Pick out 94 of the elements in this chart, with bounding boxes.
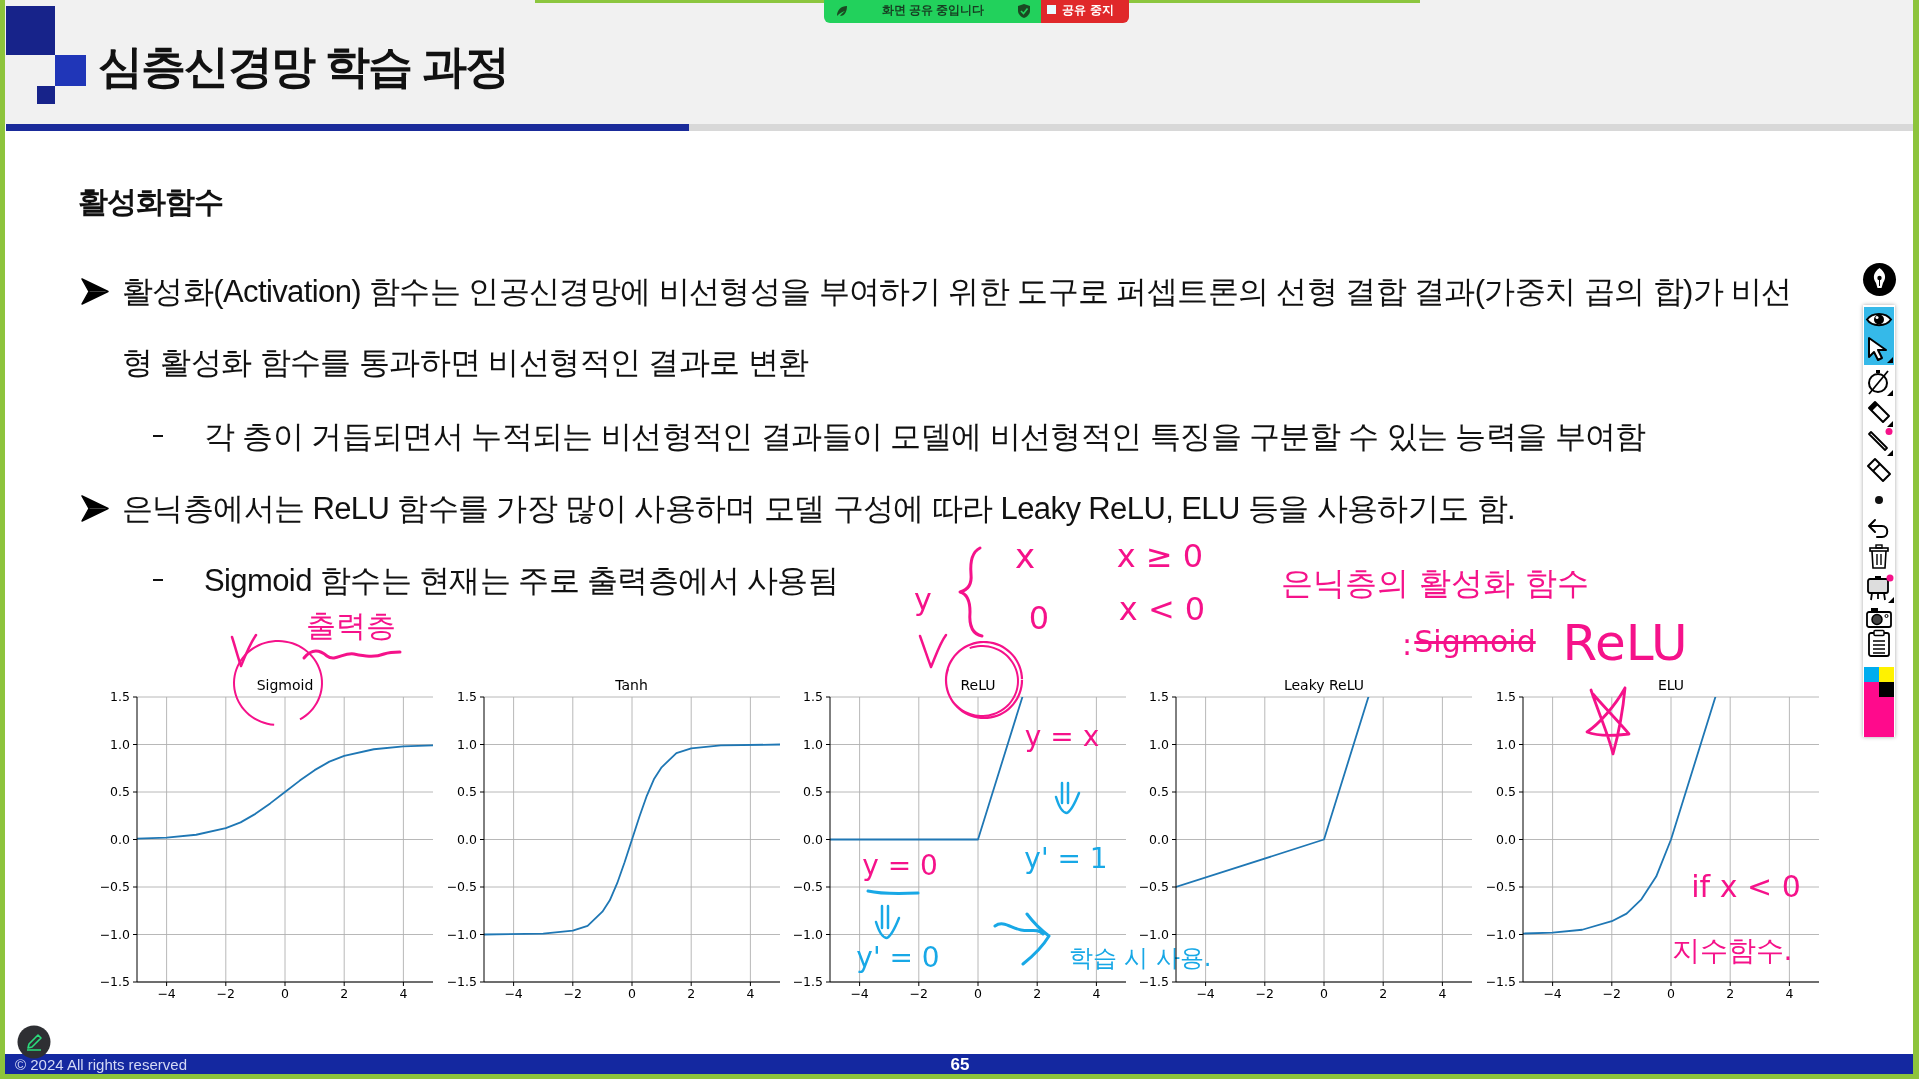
x-tick-label: −4: [157, 985, 176, 1001]
annotation: y' = 1: [1024, 842, 1108, 875]
text: 0: [1028, 599, 1050, 637]
y-tick-label: −1.5: [446, 974, 477, 990]
x-tick-label: 0: [627, 985, 636, 1001]
text: x < 0: [1118, 590, 1206, 628]
y-tick-label: −1.5: [1485, 974, 1516, 990]
y-tick-label: −1.0: [1138, 926, 1170, 942]
text: 공유 중지: [1062, 4, 1114, 17]
text: 출력층: [306, 608, 396, 643]
y-tick-label: 1.5: [1496, 689, 1516, 705]
chart-title: Tanh: [614, 676, 649, 694]
x-tick-label: 2: [340, 985, 349, 1001]
y-tick-label: 0.0: [110, 831, 131, 847]
annotation: y = x: [1024, 720, 1100, 753]
y-tick-label: 1.0: [456, 736, 477, 752]
x-tick-label: −2: [909, 985, 929, 1001]
text: 각 층이 거듭되면서 누적되는 비선형적인 결과들이 모델에 비선형적인 특징을 구분할 수 있는 능력을 부여함: [204, 418, 1647, 456]
y-tick-label: −0.5: [1138, 879, 1169, 895]
y-tick-label: −0.5: [446, 879, 477, 895]
x-tick-label: −2: [563, 985, 582, 1001]
text: y: [914, 582, 932, 617]
y-tick-label: 1.0: [803, 736, 824, 752]
x-tick-label: 4: [1438, 985, 1447, 1001]
text: x ≥ 0: [1116, 537, 1204, 575]
x-tick-label: 4: [1785, 985, 1794, 1001]
annotation: if x < 0: [1691, 869, 1801, 904]
chart-title: Leaky ReLU: [1282, 676, 1366, 694]
y-tick-label: −1.0: [99, 926, 131, 942]
y-tick-label: 1.5: [456, 689, 477, 705]
y-tick-label: 0.0: [1496, 831, 1517, 847]
text: 65: [950, 1054, 970, 1074]
y-tick-label: 1.0: [1149, 736, 1170, 752]
y-tick-label: 0.5: [1496, 784, 1516, 800]
text: 화면 공유 중입니다: [881, 4, 985, 17]
x-tick-label: 4: [1092, 985, 1101, 1001]
y-tick-label: 1.5: [1149, 689, 1169, 705]
text: 은닉층에서는 ReLU 함수를 가장 많이 사용하며 모델 구성에 따라 Leaky ReLU, ELU 등을 사용하기도 함.: [122, 491, 1515, 526]
x-tick-label: 0: [974, 985, 983, 1001]
y-tick-label: 0.5: [1149, 784, 1169, 800]
text: :: [1401, 627, 1413, 662]
y-tick-label: −1.0: [1485, 926, 1517, 942]
x-tick-label: −4: [1196, 985, 1215, 1001]
y-tick-label: 1.0: [110, 736, 131, 752]
line-series: [483, 743, 780, 936]
x-tick-label: −2: [1255, 985, 1275, 1001]
x-tick-label: −4: [850, 985, 869, 1001]
chart-title: ELU: [1656, 676, 1686, 694]
y-tick-label: 0.0: [456, 831, 477, 847]
y-tick-label: −1.0: [446, 926, 477, 942]
x-tick-label: 0: [1667, 985, 1676, 1001]
x-tick-label: −2: [1602, 985, 1622, 1001]
x-tick-label: 2: [1033, 985, 1042, 1001]
text: Sigmoid: [1414, 624, 1536, 659]
y-tick-label: 1.5: [803, 689, 823, 705]
x-tick-label: −4: [503, 985, 523, 1001]
y-tick-label: 0.5: [803, 784, 823, 800]
x-tick-label: 2: [686, 985, 695, 1001]
annotation: 지수함수.: [1671, 934, 1793, 967]
text: 심층신경망 학습 과정: [98, 41, 509, 93]
text: 활성화함수: [78, 184, 223, 220]
line-series: [1523, 697, 1717, 935]
y-tick-label: 0.5: [110, 784, 130, 800]
y-tick-label: −1.0: [792, 926, 824, 942]
y-tick-label: −0.5: [99, 879, 130, 895]
x-tick-label: 4: [399, 985, 408, 1001]
y-tick-label: −0.5: [792, 879, 823, 895]
x-tick-label: 2: [1379, 985, 1388, 1001]
y-tick-label: 1.0: [1496, 736, 1517, 752]
y-tick-label: −1.5: [99, 974, 130, 990]
x-tick-label: −4: [1543, 985, 1562, 1001]
text: Sigmoid 함수는 현재는 주로 출력층에서 사용됨: [204, 563, 839, 598]
text: 은닉층의 활성화 함수: [1280, 564, 1590, 602]
y-tick-label: 0.5: [456, 784, 477, 800]
chart-title: Sigmoid: [255, 676, 315, 694]
text: ReLU: [1562, 614, 1688, 672]
text: 활성화(Activation) 함수는 인공신경망에 비선형성을 부여하기 위한 도구로 퍼셉트론의 선형 결합 결과(가중치 곱의 합)가 비선형 활성화 함수를 통과하면 비선형적인 결과로 변환: [122, 273, 1793, 382]
y-tick-label: 1.5: [110, 689, 130, 705]
y-tick-label: −0.5: [1485, 879, 1516, 895]
text: © 2024 All rights reserved: [15, 1055, 187, 1073]
text: x: [1014, 536, 1036, 576]
x-tick-label: −2: [216, 985, 236, 1001]
annotation: y = 0: [862, 849, 938, 882]
x-tick-label: 4: [745, 985, 754, 1001]
chart-title: ReLU: [959, 676, 997, 694]
x-tick-label: 0: [281, 985, 290, 1001]
line-series: [137, 744, 433, 840]
y-tick-label: −1.5: [1138, 974, 1169, 990]
y-tick-label: 0.0: [1149, 831, 1170, 847]
x-tick-label: 0: [1320, 985, 1329, 1001]
y-tick-label: 0.0: [803, 831, 824, 847]
y-tick-label: −1.5: [792, 974, 823, 990]
annotation: y' = 0: [856, 941, 940, 974]
x-tick-label: 2: [1726, 985, 1735, 1001]
